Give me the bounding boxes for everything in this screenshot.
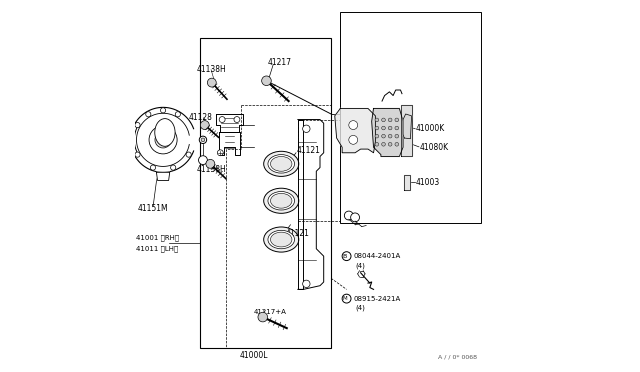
Circle shape [388,118,392,122]
Polygon shape [401,105,412,157]
Circle shape [198,156,207,164]
Text: A / / 0* 0068: A / / 0* 0068 [438,354,477,359]
Circle shape [262,76,271,86]
Circle shape [258,312,268,322]
Circle shape [349,121,358,129]
Bar [340,13,481,223]
Circle shape [342,252,351,260]
Circle shape [135,122,140,128]
Text: 41217: 41217 [268,58,292,67]
Ellipse shape [268,230,294,249]
Text: M: M [342,296,347,301]
Text: 41000K: 41000K [416,124,445,133]
Text: 41000L: 41000L [239,351,268,360]
Circle shape [388,142,392,146]
Text: B: B [342,254,347,259]
Polygon shape [404,175,410,190]
Circle shape [135,152,140,157]
Text: 41121: 41121 [286,230,310,238]
Circle shape [161,108,166,113]
Circle shape [381,126,385,130]
Circle shape [150,165,156,170]
Circle shape [381,134,385,138]
Text: 41151M: 41151M [137,203,168,213]
Text: 41080K: 41080K [420,143,449,152]
Circle shape [395,126,399,130]
Circle shape [155,132,172,148]
Circle shape [375,118,379,122]
Circle shape [395,142,399,146]
Circle shape [220,116,225,122]
Text: (4): (4) [355,305,365,311]
Circle shape [381,118,385,122]
Circle shape [146,112,151,117]
Ellipse shape [271,232,292,247]
Ellipse shape [264,151,299,176]
Text: 41128: 41128 [189,113,213,122]
Circle shape [186,152,191,157]
Text: 41001 〈RH〉: 41001 〈RH〉 [136,234,180,241]
Circle shape [303,280,310,288]
Circle shape [342,294,351,303]
Circle shape [395,118,399,122]
Circle shape [207,78,216,87]
Circle shape [171,165,176,170]
Polygon shape [403,114,412,139]
Polygon shape [372,109,403,157]
Circle shape [201,138,205,142]
Ellipse shape [268,192,294,210]
Circle shape [375,126,379,130]
Text: 08915-2421A: 08915-2421A [353,296,401,302]
Circle shape [218,150,223,156]
Ellipse shape [264,227,299,252]
Circle shape [234,116,240,122]
Bar [200,38,331,349]
Circle shape [344,211,353,220]
Text: 41011 （LH）: 41011 （LH） [136,246,179,252]
Circle shape [149,126,177,154]
Text: 41217+A: 41217+A [253,309,287,315]
Circle shape [303,125,310,132]
Circle shape [375,134,379,138]
Circle shape [388,134,392,138]
Ellipse shape [271,193,292,208]
Circle shape [199,136,207,144]
Circle shape [349,135,358,144]
Polygon shape [156,172,170,180]
Polygon shape [335,109,376,153]
Ellipse shape [268,155,294,173]
Ellipse shape [264,188,299,213]
Text: 41003: 41003 [415,178,440,187]
Text: 08044-2401A: 08044-2401A [353,253,401,259]
Circle shape [200,121,209,129]
Ellipse shape [155,119,175,146]
Text: 41121: 41121 [297,147,321,155]
Circle shape [388,126,392,130]
Text: 41138H: 41138H [196,165,226,174]
Circle shape [381,142,385,146]
Circle shape [395,134,399,138]
Circle shape [375,142,379,146]
Circle shape [175,112,180,117]
Ellipse shape [271,157,292,171]
Text: 41138H: 41138H [196,65,226,74]
Circle shape [351,213,360,222]
Circle shape [206,160,215,168]
Text: (4): (4) [355,262,365,269]
